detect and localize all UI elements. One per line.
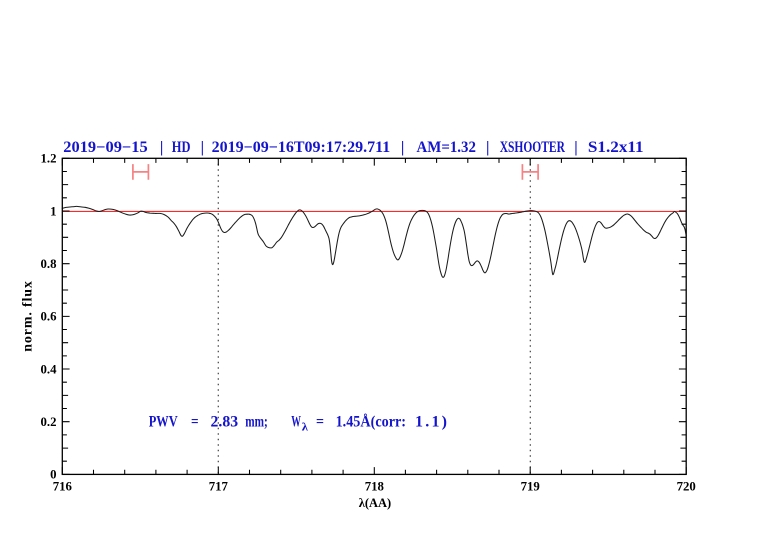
svg-text:720: 720 xyxy=(677,479,696,493)
svg-text:PWV: PWV xyxy=(149,413,178,430)
svg-text:|: | xyxy=(486,139,489,156)
svg-text:1: 1 xyxy=(50,204,56,218)
svg-text:|: | xyxy=(401,139,404,156)
svg-text:2019−09−15: 2019−09−15 xyxy=(63,139,148,156)
svg-text:2019−09−16T09:17:29.711: 2019−09−16T09:17:29.711 xyxy=(212,139,391,156)
svg-text:norm. flux: norm. flux xyxy=(21,281,36,352)
svg-text:S1.2x11: S1.2x11 xyxy=(588,139,644,156)
svg-text:0.2: 0.2 xyxy=(41,415,57,429)
svg-text:717: 717 xyxy=(209,479,229,493)
svg-text:λ(AA): λ(AA) xyxy=(359,496,391,510)
svg-text:mm;: mm; xyxy=(245,413,267,430)
svg-text:0.6: 0.6 xyxy=(41,310,58,324)
svg-text:=: = xyxy=(316,413,324,430)
svg-text:=: = xyxy=(191,413,199,430)
svg-text:|: | xyxy=(160,139,163,156)
svg-text:1.2: 1.2 xyxy=(41,152,57,166)
svg-text:716: 716 xyxy=(53,479,73,493)
svg-text:718: 718 xyxy=(365,479,384,493)
svg-text:XSHOOTER: XSHOOTER xyxy=(500,139,566,156)
svg-text:|: | xyxy=(201,139,204,156)
svg-text:1.1): 1.1) xyxy=(415,413,447,430)
svg-text:2.83: 2.83 xyxy=(211,413,239,430)
svg-text:HD: HD xyxy=(172,139,191,156)
svg-text:0: 0 xyxy=(50,468,56,482)
svg-text:1.45Å(corr:: 1.45Å(corr: xyxy=(336,412,406,430)
svg-text:W: W xyxy=(291,413,301,430)
svg-text:0.8: 0.8 xyxy=(41,257,57,271)
svg-text:|: | xyxy=(574,139,577,156)
svg-text:719: 719 xyxy=(521,479,540,493)
svg-text:AM=1.32: AM=1.32 xyxy=(417,139,477,156)
svg-text:0.4: 0.4 xyxy=(41,362,58,376)
svg-text:λ: λ xyxy=(302,422,309,434)
